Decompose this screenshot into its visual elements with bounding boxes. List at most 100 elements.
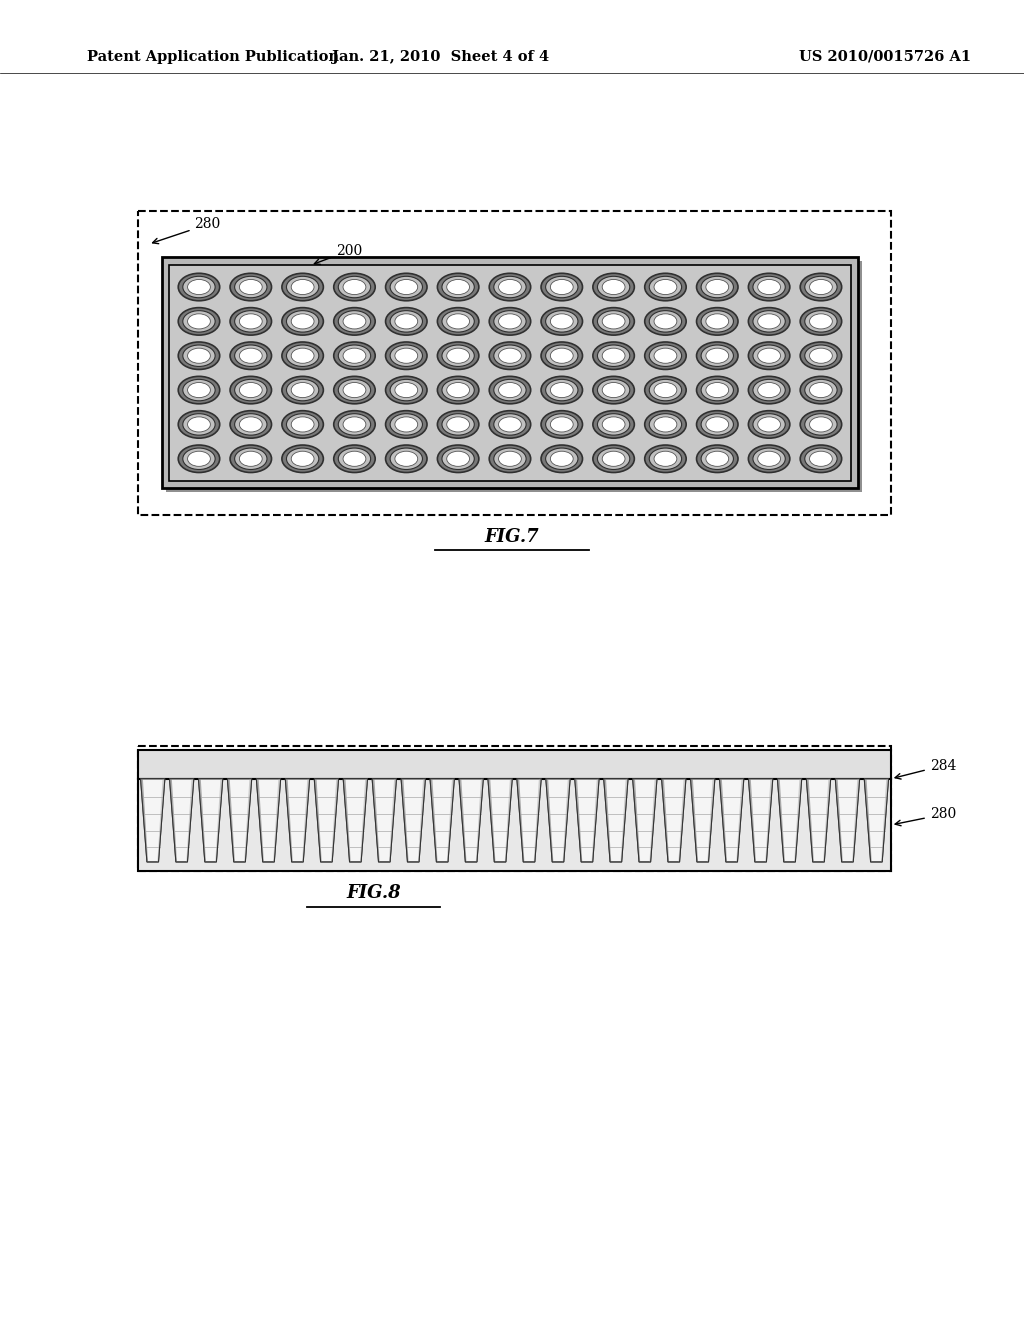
Ellipse shape [758,280,780,294]
Ellipse shape [234,310,267,333]
Ellipse shape [649,413,682,436]
Bar [138,750,891,779]
Ellipse shape [187,417,210,432]
Polygon shape [487,779,512,862]
Ellipse shape [645,273,686,301]
Text: FIG.7: FIG.7 [484,528,540,546]
Polygon shape [430,779,437,862]
Polygon shape [227,779,252,862]
Ellipse shape [230,273,271,301]
Ellipse shape [800,376,842,404]
Ellipse shape [282,342,324,370]
Polygon shape [430,779,455,862]
Ellipse shape [654,417,677,432]
Ellipse shape [395,383,418,397]
Polygon shape [690,779,715,862]
Polygon shape [459,779,467,862]
Ellipse shape [183,345,215,367]
Ellipse shape [696,376,738,404]
Ellipse shape [489,273,530,301]
Ellipse shape [805,413,837,436]
Ellipse shape [597,447,630,470]
Ellipse shape [800,273,842,301]
Polygon shape [170,779,194,862]
Ellipse shape [240,451,262,466]
Polygon shape [199,779,206,862]
Ellipse shape [386,273,427,301]
Ellipse shape [386,445,427,473]
Ellipse shape [645,342,686,370]
Ellipse shape [758,383,780,397]
Polygon shape [823,779,830,862]
Ellipse shape [334,376,375,404]
Polygon shape [864,779,871,862]
Polygon shape [534,779,542,862]
Ellipse shape [386,308,427,335]
Ellipse shape [602,417,625,432]
Polygon shape [273,779,281,862]
Ellipse shape [390,379,423,401]
Ellipse shape [758,417,780,432]
Ellipse shape [338,413,371,436]
Polygon shape [633,779,640,862]
Polygon shape [836,779,843,862]
Ellipse shape [183,447,215,470]
Polygon shape [720,779,727,862]
Text: Patent Application Publication: Patent Application Publication [87,50,339,63]
Text: 280: 280 [895,808,956,826]
Polygon shape [517,779,524,862]
Ellipse shape [494,413,526,436]
Ellipse shape [437,376,479,404]
Ellipse shape [282,445,324,473]
Bar [169,264,851,482]
Ellipse shape [287,379,318,401]
Ellipse shape [230,411,271,438]
Polygon shape [389,779,396,862]
Polygon shape [476,779,483,862]
Ellipse shape [343,383,366,397]
Ellipse shape [810,280,833,294]
Polygon shape [621,779,628,862]
Ellipse shape [187,280,210,294]
Ellipse shape [287,276,318,298]
Polygon shape [446,779,455,862]
Ellipse shape [602,314,625,329]
Polygon shape [592,779,599,862]
Ellipse shape [187,383,210,397]
Ellipse shape [758,451,780,466]
Text: 280: 280 [153,218,221,244]
Polygon shape [186,779,194,862]
Ellipse shape [649,447,682,470]
Ellipse shape [810,417,833,432]
Ellipse shape [442,413,474,436]
Ellipse shape [541,273,583,301]
Polygon shape [604,779,611,862]
Ellipse shape [749,445,790,473]
Ellipse shape [230,376,271,404]
Polygon shape [170,779,177,862]
Text: Jan. 21, 2010  Sheet 4 of 4: Jan. 21, 2010 Sheet 4 of 4 [332,50,549,63]
Ellipse shape [187,451,210,466]
Ellipse shape [649,276,682,298]
Ellipse shape [753,276,785,298]
Ellipse shape [178,376,220,404]
Text: FIG.8: FIG.8 [346,884,401,903]
Ellipse shape [649,310,682,333]
Ellipse shape [178,445,220,473]
Polygon shape [372,779,380,862]
Polygon shape [360,779,368,862]
Polygon shape [244,779,252,862]
Ellipse shape [395,280,418,294]
Ellipse shape [234,276,267,298]
Polygon shape [331,779,339,862]
Polygon shape [574,779,599,862]
Polygon shape [720,779,743,862]
Ellipse shape [437,445,479,473]
Polygon shape [256,779,264,862]
Ellipse shape [187,348,210,363]
Ellipse shape [334,273,375,301]
Ellipse shape [183,276,215,298]
Ellipse shape [446,383,470,397]
Ellipse shape [282,308,324,335]
Polygon shape [679,779,686,862]
